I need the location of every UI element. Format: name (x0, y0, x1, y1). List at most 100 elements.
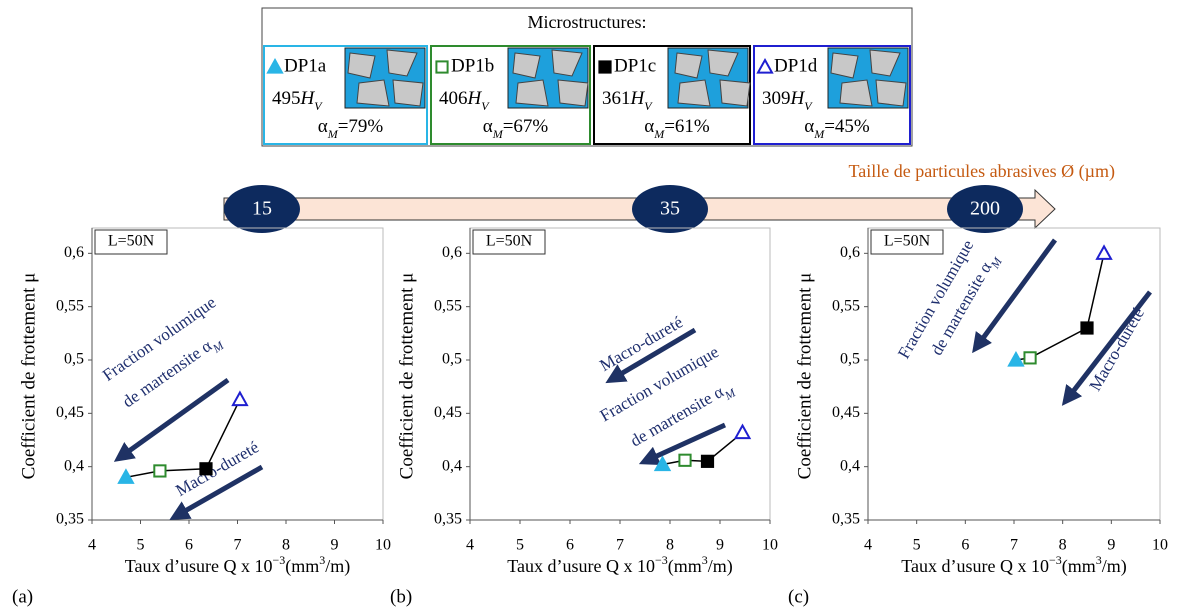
x-tick-label: 8 (282, 537, 290, 554)
x-label-part: /m) (325, 556, 350, 577)
microstructure-image (827, 47, 909, 109)
particle-size: 15 (252, 198, 272, 220)
legend-title: Microstructures: (528, 12, 647, 32)
particle-size-badge (224, 185, 300, 233)
y-tick-label: 0,6 (442, 244, 462, 261)
micro-grain (386, 49, 418, 77)
annotation-box-text: L=50N (108, 233, 155, 250)
y-tick-label: 0,35 (56, 511, 84, 528)
alpha-value: =45% (824, 116, 870, 137)
hardness-value: 361 (602, 88, 631, 109)
marker-triangle (231, 390, 249, 407)
annotation-box-text: L=50N (486, 233, 533, 250)
x-tick-label: 6 (566, 537, 574, 554)
micro-grain (707, 49, 739, 77)
annotation-text: Macro-dureté (1085, 304, 1148, 394)
x-tick-label: 5 (913, 537, 921, 554)
hardness-unit: H (630, 88, 646, 109)
micro-grain (677, 79, 711, 107)
alpha-symbol: α (318, 116, 328, 137)
hardness-unit: H (790, 88, 806, 109)
y-tick-label: 0,5 (840, 351, 860, 368)
y-tick-label: 0,5 (64, 351, 84, 368)
micro-grain (674, 52, 703, 79)
y-tick-label: 0,55 (434, 297, 462, 314)
alpha-sub: M (327, 127, 339, 141)
legend-hardness: 495HV (272, 88, 323, 112)
particle-axis-title: Taille de particules abrasives Ø (µm) (848, 161, 1115, 182)
micro-grain (869, 49, 901, 77)
legend-hardness: 406HV (439, 88, 490, 112)
x-label-part: (mm (1062, 556, 1096, 577)
panel-label: (a) (12, 586, 33, 607)
micro-grain (515, 79, 549, 107)
annotation-box (870, 229, 944, 255)
x-tick-label: 7 (616, 537, 624, 554)
trend-arrow (169, 464, 264, 520)
marker-square (598, 60, 612, 74)
x-tick-label: 9 (331, 537, 339, 554)
legend-alpha: αM=61% (644, 116, 710, 140)
alpha-sub: M (653, 127, 665, 141)
marker-triangle (756, 57, 774, 74)
marker-square (1080, 321, 1094, 335)
marker-square (1023, 351, 1037, 365)
microstructure-image (667, 47, 751, 109)
trend-arrow (638, 422, 727, 465)
alpha-symbol: α (804, 116, 814, 137)
annotation-box (94, 229, 168, 255)
legend-name: DP1b (451, 55, 494, 76)
hardness-unit: H (467, 88, 483, 109)
y-tick-label: 0,4 (442, 457, 462, 474)
microstructure-image (344, 47, 426, 109)
y-tick-label: 0,45 (56, 404, 84, 421)
legend-name: DP1a (284, 55, 327, 76)
legend-box (263, 45, 428, 145)
alpha-value: =67% (503, 116, 549, 137)
x-tick-label: 9 (1107, 537, 1115, 554)
particle-size: 35 (660, 198, 680, 220)
particle-size-badge (947, 185, 1023, 233)
y-tick-label: 0,6 (840, 244, 860, 261)
x-label-part: 3 (702, 553, 708, 567)
particle-size-badge (632, 185, 708, 233)
y-tick-label: 0,55 (56, 297, 84, 314)
marker-square (700, 454, 715, 468)
y-tick-label: 0,35 (832, 511, 860, 528)
legend-box (753, 45, 911, 145)
x-label-part: /m) (1102, 556, 1127, 577)
x-tick-label: 5 (137, 537, 145, 554)
plot-frame (867, 227, 1161, 521)
y-tick-label: 0,35 (434, 511, 462, 528)
microstructure-image (507, 47, 589, 109)
hardness-sub: V (314, 99, 323, 113)
marker-square (199, 462, 213, 476)
x-axis-label: Taux d’usure Q x 10−3(mm3/m) (507, 553, 733, 577)
hardness-sub: V (644, 99, 653, 113)
micro-grain (719, 79, 751, 107)
alpha-symbol: α (644, 116, 654, 137)
y-axis-label: Coefficient de frottement μ (396, 273, 417, 480)
panel-label: (b) (390, 586, 412, 607)
trend-arrow (113, 377, 230, 462)
legend-hardness: 309HV (762, 88, 813, 112)
x-tick-label: 4 (88, 537, 96, 554)
x-tick-label: 6 (961, 537, 969, 554)
hardness-value: 406 (439, 88, 468, 109)
x-tick-label: 5 (516, 537, 524, 554)
micro-grain (347, 52, 376, 79)
legend-name: DP1c (614, 55, 656, 76)
trend-arrow (972, 238, 1058, 354)
trend-arrow (1061, 290, 1152, 406)
series-line (662, 431, 743, 466)
x-tick-label: 10 (1152, 537, 1168, 554)
marker-triangle (653, 455, 672, 472)
x-label-part: 3 (1096, 553, 1102, 567)
micro-grain (830, 52, 859, 79)
series-line (125, 399, 241, 479)
hardness-sub: V (804, 99, 813, 113)
alpha-sub: M (492, 127, 504, 141)
legend-alpha: αM=79% (318, 116, 384, 140)
marker-square (435, 60, 449, 74)
micro-grain (839, 79, 873, 107)
